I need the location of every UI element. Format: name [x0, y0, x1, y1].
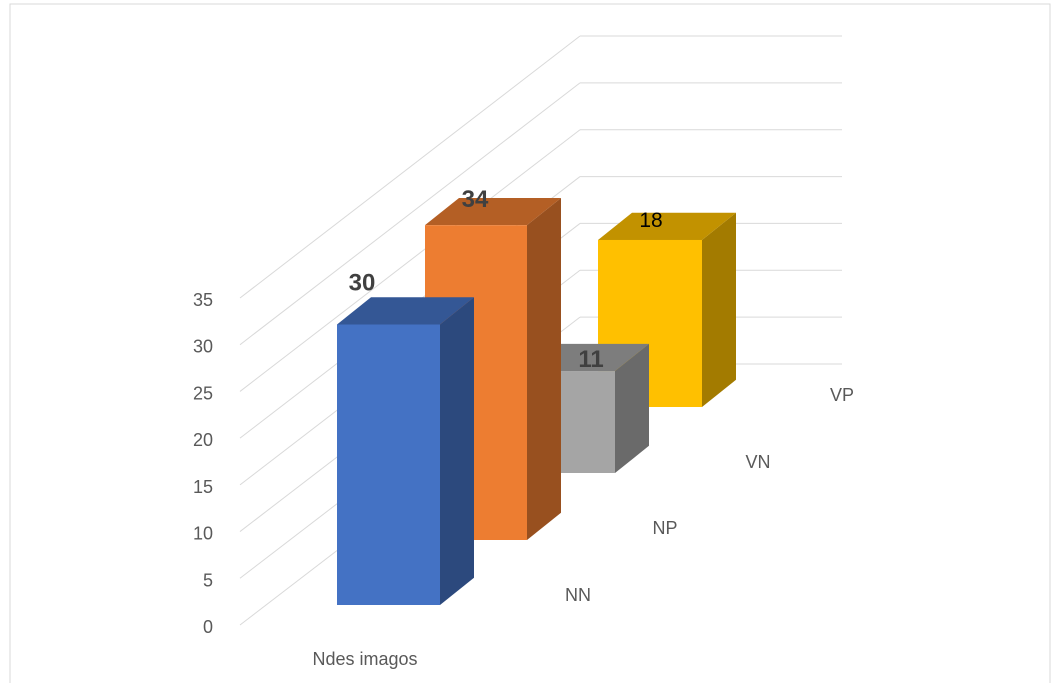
series-label-vp: VP: [830, 385, 854, 405]
y-tick-label: 5: [203, 570, 213, 590]
series-label-vn: VN: [745, 452, 770, 472]
gridline-side: [239, 82, 581, 346]
bar-top-face: [598, 212, 736, 240]
y-tick-label: 20: [193, 430, 213, 450]
y-tick-label: 35: [193, 290, 213, 310]
bar-nn: [337, 297, 474, 605]
y-axis-ticks: 0 5 10 15 20 25 30 35: [193, 290, 213, 637]
bar-side-face: [527, 197, 561, 540]
y-tick-label: 15: [193, 477, 213, 497]
series-label-nn: NN: [565, 585, 591, 605]
bar-top-face: [337, 297, 474, 325]
data-labels: 18 11 34 30: [349, 186, 663, 373]
x-axis-category-label: Ndes imagos: [312, 649, 417, 669]
bar-side-face: [615, 343, 649, 473]
bar-side-face: [440, 297, 474, 605]
data-label-np: 34: [462, 186, 489, 213]
y-tick-label: 0: [203, 617, 213, 637]
bar-side-face: [702, 212, 736, 407]
y-tick-label: 25: [193, 383, 213, 403]
series-label-np: NP: [652, 518, 677, 538]
y-tick-label: 10: [193, 524, 213, 544]
gridline-side: [239, 35, 581, 299]
bars: [337, 197, 736, 605]
data-label-vp: 18: [639, 209, 662, 232]
bar-front-face: [337, 324, 440, 605]
data-label-nn: 30: [349, 270, 376, 297]
series-axis-labels: NN NP VN VP: [565, 385, 854, 605]
gridline-side: [239, 129, 581, 392]
bar-top-face: [425, 197, 561, 226]
data-label-vn: 11: [578, 346, 603, 373]
y-tick-label: 30: [193, 337, 213, 357]
